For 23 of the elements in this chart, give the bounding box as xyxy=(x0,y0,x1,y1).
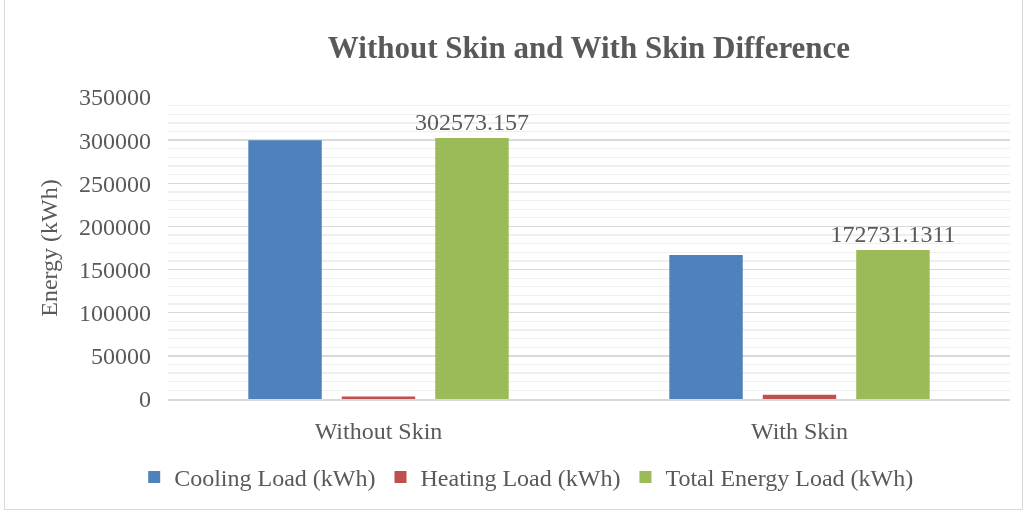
legend-label: Heating Load (kWh) xyxy=(420,465,621,492)
data-label: 302573.157 xyxy=(414,108,529,135)
bar xyxy=(341,396,416,399)
y-axis-title: Energy (kWh) xyxy=(36,179,63,317)
y-tick-label: 50000 xyxy=(91,343,151,370)
bar xyxy=(248,140,322,399)
bar xyxy=(762,394,837,399)
x-tick-label: Without Skin xyxy=(314,418,443,445)
x-tick-label: With Skin xyxy=(750,418,849,445)
y-tick-label: 100000 xyxy=(79,300,151,327)
data-label: 172731.1311 xyxy=(830,220,956,247)
legend-label: Cooling Load (kWh) xyxy=(174,465,376,492)
legend-label: Total Energy Load (kWh) xyxy=(665,465,914,492)
y-tick-label: 250000 xyxy=(79,170,151,197)
y-tick-label: 300000 xyxy=(79,127,151,154)
y-tick-label: 0 xyxy=(139,386,151,413)
bar xyxy=(856,249,930,399)
chart-title: Without Skin and With Skin Difference xyxy=(327,29,851,65)
y-tick-label: 200000 xyxy=(79,213,151,240)
y-tick-label: 350000 xyxy=(79,84,151,111)
bar xyxy=(669,254,743,399)
bar xyxy=(435,137,509,399)
y-tick-label: 150000 xyxy=(79,256,151,283)
